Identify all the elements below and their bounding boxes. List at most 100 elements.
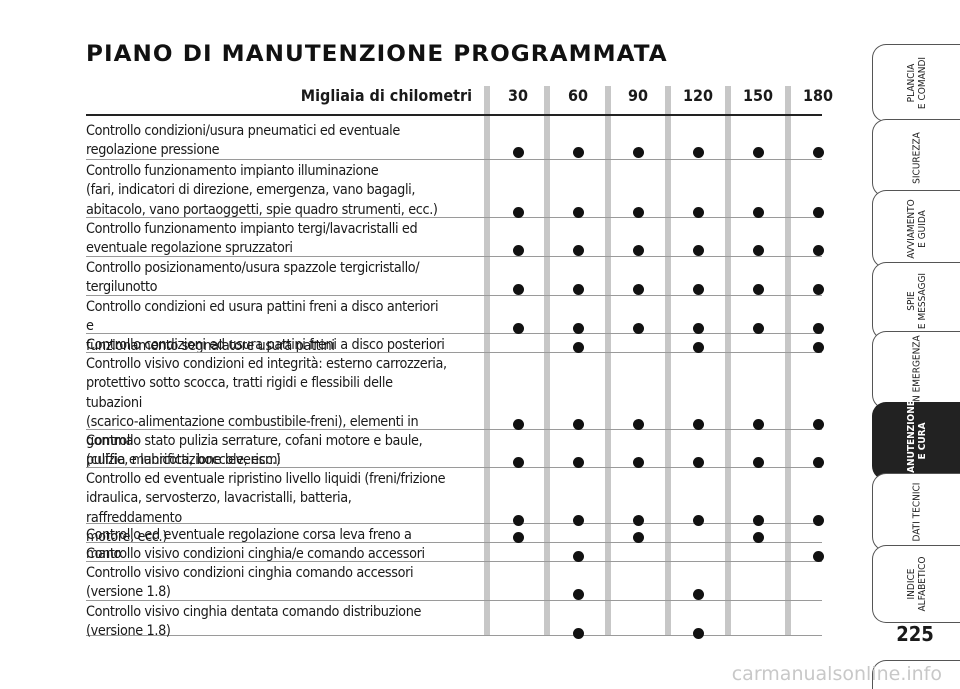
side-tab-label: INDICE ALFABETICO xyxy=(905,556,928,612)
maintenance-dot xyxy=(512,419,524,431)
side-tab-label: SICUREZZA xyxy=(911,132,922,184)
row-description: Controllo funzionamento impianto illumin… xyxy=(86,163,438,218)
maintenance-dot xyxy=(512,245,524,257)
maintenance-dot xyxy=(812,551,824,563)
row-description: Controllo condizioni ed usura pattini fr… xyxy=(86,337,445,353)
row-description: Controllo visivo condizioni ed integrità… xyxy=(86,356,447,469)
row-description: Controllo posizionamento/usura spazzole … xyxy=(86,260,420,296)
maintenance-dot xyxy=(692,457,704,469)
column-header: 90 xyxy=(627,86,649,105)
column-bar xyxy=(785,86,791,636)
maintenance-dot xyxy=(752,419,764,431)
maintenance-dot xyxy=(812,147,824,159)
side-tab[interactable]: AVVIAMENTO E GUIDA xyxy=(872,190,960,268)
table-row: Controllo visivo cinghia dentata comando… xyxy=(86,601,822,640)
maintenance-dot xyxy=(692,147,704,159)
row-description: Controllo visivo condizioni cinghia coma… xyxy=(86,565,414,601)
table-row: Controllo funzionamento impianto illumin… xyxy=(86,160,824,218)
column-header: 180 xyxy=(802,86,834,105)
column-header: 30 xyxy=(507,86,529,105)
maintenance-dot xyxy=(812,419,824,431)
column-bar xyxy=(605,86,611,636)
column-bar xyxy=(484,86,490,636)
maintenance-dot xyxy=(572,342,584,354)
maintenance-dot xyxy=(572,419,584,431)
maintenance-dot xyxy=(692,419,704,431)
table-row: Controllo condizioni/usura pneumatici ed… xyxy=(86,120,824,160)
maintenance-dot xyxy=(572,589,584,601)
maintenance-dot xyxy=(572,147,584,159)
maintenance-dot xyxy=(692,628,704,640)
maintenance-dot xyxy=(752,457,764,469)
maintenance-dot xyxy=(632,147,644,159)
table-row: Controllo condizioni ed usura pattini fr… xyxy=(86,334,824,354)
maintenance-dot xyxy=(572,206,584,218)
column-header: 150 xyxy=(742,86,774,105)
footer-tab xyxy=(872,660,960,689)
maintenance-dot xyxy=(632,419,644,431)
column-bar xyxy=(665,86,671,636)
maintenance-dot xyxy=(812,514,824,526)
maintenance-dot xyxy=(572,628,584,640)
maintenance-dot xyxy=(752,514,764,526)
row-description: Controllo visivo condizioni cinghia/e co… xyxy=(86,546,425,562)
table-row: Controllo posizionamento/usura spazzole … xyxy=(86,257,824,296)
column-bar xyxy=(725,86,731,636)
row-description: Controllo funzionamento impianto tergi/l… xyxy=(86,221,418,257)
row-description: Controllo ed eventuale regolazione corsa… xyxy=(86,527,412,563)
maintenance-dot xyxy=(572,457,584,469)
page-number: 225 xyxy=(896,622,934,646)
maintenance-dot xyxy=(812,342,824,354)
row-description: Controllo condizioni ed usura pattini fr… xyxy=(86,299,439,354)
side-tab-label: SPIE E MESSAGGI xyxy=(905,272,928,330)
side-tab-label: PLANCIA E COMANDI xyxy=(905,56,928,110)
maintenance-dot xyxy=(632,532,644,544)
header-rule xyxy=(86,114,822,116)
maintenance-dot xyxy=(572,284,584,296)
table-row: Controllo ed eventuale ripristino livell… xyxy=(86,468,824,545)
maintenance-dot xyxy=(692,245,704,257)
maintenance-dot xyxy=(572,514,584,526)
maintenance-dot xyxy=(692,323,704,335)
maintenance-dot xyxy=(692,589,704,601)
maintenance-dot xyxy=(812,245,824,257)
side-tab[interactable]: SPIE E MESSAGGI xyxy=(872,262,960,340)
maintenance-dot xyxy=(632,457,644,469)
column-header: 120 xyxy=(682,86,714,105)
table-row: Controllo ed eventuale regolazione corsa… xyxy=(86,524,822,562)
table-row: Controllo visivo condizioni cinghia/e co… xyxy=(86,543,824,563)
maintenance-dot xyxy=(512,147,524,159)
maintenance-dot xyxy=(632,284,644,296)
table-header-label: Migliaia di chilometri xyxy=(300,86,472,105)
table-row: Controllo funzionamento impianto tergi/l… xyxy=(86,218,824,257)
maintenance-dot xyxy=(692,342,704,354)
maintenance-dot xyxy=(572,323,584,335)
page-title: PIANO DI MANUTENZIONE PROGRAMMATA xyxy=(86,42,668,67)
maintenance-dot xyxy=(752,532,764,544)
maintenance-dot xyxy=(752,323,764,335)
maintenance-dot xyxy=(692,514,704,526)
side-tab[interactable]: DATI TECNICI xyxy=(872,473,960,551)
side-tab-label: MANUTENZIONE E CURA xyxy=(905,400,928,482)
maintenance-dot xyxy=(812,206,824,218)
table-row: Controllo stato pulizia serrature, cofan… xyxy=(86,430,824,469)
side-tab[interactable]: IN EMERGENZA xyxy=(872,331,960,409)
maintenance-dot xyxy=(512,323,524,335)
maintenance-dot xyxy=(812,457,824,469)
maintenance-dot xyxy=(752,206,764,218)
maintenance-dot xyxy=(752,147,764,159)
maintenance-dot xyxy=(632,245,644,257)
maintenance-dot xyxy=(632,514,644,526)
side-tab-label: DATI TECNICI xyxy=(911,482,922,542)
side-tab-label: IN EMERGENZA xyxy=(911,335,922,405)
maintenance-dot xyxy=(692,284,704,296)
maintenance-dot xyxy=(572,245,584,257)
maintenance-dot xyxy=(692,206,704,218)
maintenance-dot xyxy=(512,532,524,544)
maintenance-dot xyxy=(512,284,524,296)
side-tab[interactable]: SICUREZZA xyxy=(872,119,960,197)
side-tab[interactable]: INDICE ALFABETICO xyxy=(872,545,960,623)
side-tab[interactable]: MANUTENZIONE E CURA xyxy=(872,400,960,482)
side-tab[interactable]: PLANCIA E COMANDI xyxy=(872,44,960,122)
row-description: Controllo condizioni/usura pneumatici ed… xyxy=(86,123,400,159)
